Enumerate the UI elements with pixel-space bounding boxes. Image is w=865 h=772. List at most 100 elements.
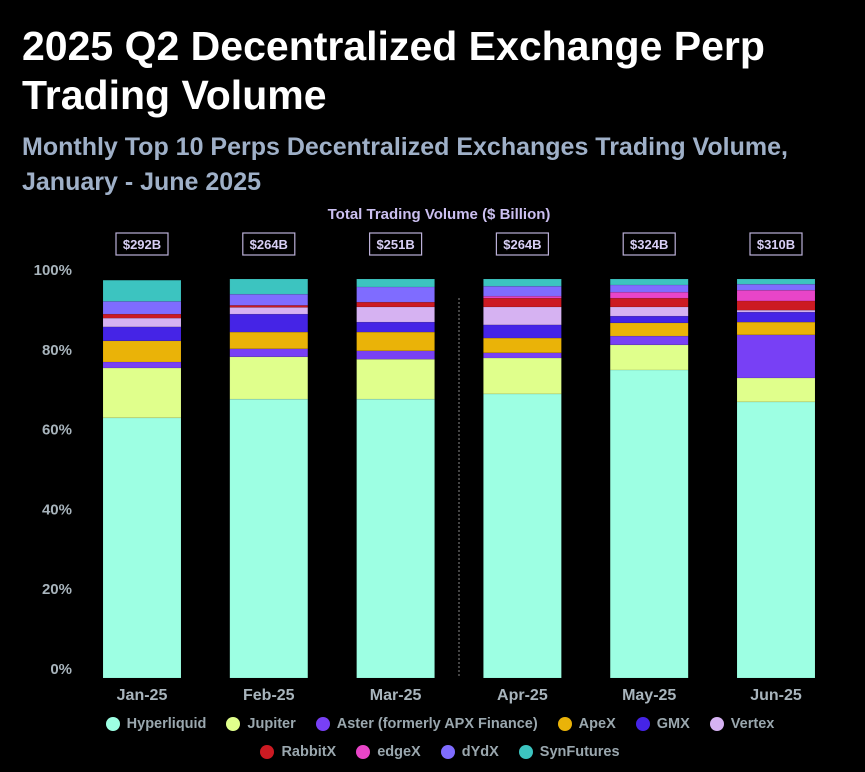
y-tick-label: 0% (50, 661, 72, 678)
bar-segment-jupiter (609, 344, 689, 371)
legend-label: Vertex (730, 716, 775, 732)
bar-segment-aster (356, 350, 435, 360)
legend-label: SynFutures (539, 744, 620, 760)
legend-dot-icon (440, 745, 455, 759)
bar-segment-aster (736, 334, 816, 379)
bar-segment-vertex (483, 306, 562, 326)
y-tick-label: 20% (42, 581, 72, 598)
legend-label: Jupiter (247, 716, 296, 732)
legend-label: GMX (656, 716, 690, 732)
bar-segment-synfutures (102, 279, 182, 302)
bar-segment-rabbitx (483, 297, 562, 308)
bar-segment-apex (609, 322, 689, 337)
legend-item: Hyperliquid (105, 716, 207, 732)
legend-dot-icon (226, 717, 241, 731)
x-tick-label: Jan-25 (117, 687, 168, 704)
x-tick-label: Feb-25 (243, 687, 295, 704)
bar-segment-gmx (356, 321, 435, 333)
legend-label: RabbitX (281, 744, 337, 760)
x-tick-label: May-25 (622, 687, 676, 704)
bar-segment-gmx (609, 315, 689, 324)
total-label: $264B (250, 237, 288, 252)
bar-segment-jupiter (229, 356, 309, 400)
bar-segment-hyperliquid (483, 393, 562, 679)
legend-item: RabbitX (260, 744, 336, 760)
legend: Hyperliquid Jupiter Aster (formerly APX Fi… (60, 716, 820, 760)
total-label-box (749, 232, 803, 256)
total-label: $264B (503, 237, 541, 252)
y-tick-label: 80% (42, 342, 72, 359)
y-tick-label: 40% (42, 501, 72, 518)
y-tick-label: 60% (42, 422, 72, 439)
bar-segment-jupiter (102, 367, 182, 419)
bar-segment-gmx (483, 324, 562, 339)
legend-item: Jupiter (226, 716, 296, 732)
bar-segment-gmx (229, 313, 309, 333)
total-label: $251B (376, 237, 414, 252)
bar-segment-aster (609, 335, 689, 346)
bar-segment-hyperliquid (356, 398, 435, 679)
bar-segment-vertex (102, 317, 182, 328)
legend-label: edgeX (377, 744, 421, 760)
bar-segment-synfutures (736, 278, 816, 285)
total-label: $310B (757, 237, 795, 252)
legend-dot-icon (635, 717, 650, 731)
x-tick-label: Apr-25 (497, 687, 548, 704)
total-label-box (369, 232, 423, 256)
legend-item: GMX (635, 716, 690, 732)
bar-segment-vertex (229, 307, 309, 315)
y-tick-label: 100% (34, 262, 72, 279)
bar-segment-rabbitx (609, 297, 689, 308)
legend-label: Hyperliquid (126, 716, 207, 732)
bar-segment-apex (229, 331, 309, 350)
bar-segment-aster (229, 348, 309, 358)
bar-segment-dydx (229, 293, 309, 306)
bar-segment-rabbitx (102, 313, 182, 319)
bar-segment-vertex (609, 306, 689, 317)
legend-label: ApeX (578, 716, 616, 732)
bar-segment-rabbitx (356, 301, 435, 308)
bar-segment-hyperliquid (609, 369, 689, 679)
total-label-box (242, 232, 296, 256)
total-label-box (622, 232, 676, 256)
legend-dot-icon (315, 717, 330, 731)
bar-segment-dydx (483, 285, 562, 297)
bar-segment-dydx (609, 284, 689, 293)
bar-segment-jupiter (736, 377, 816, 403)
bar-segment-gmx (736, 311, 816, 323)
bar-segment-synfutures (483, 278, 562, 287)
bar-segment-vertex (736, 309, 816, 313)
bar-segment-hyperliquid (229, 398, 309, 679)
bar-segment-dydx (102, 301, 182, 315)
legend-item: edgeX (356, 744, 421, 760)
bar-segment-dydx (736, 283, 816, 291)
bar-segment-vertex (356, 306, 435, 323)
legend-dot-icon (557, 717, 572, 731)
x-tick-label: Mar-25 (370, 687, 422, 704)
bar-segment-synfutures (229, 278, 309, 295)
bar-segment-apex (736, 321, 816, 336)
chart-title: 2025 Q2 Decentralized Exchange Perp Trad… (22, 23, 765, 118)
bar-segment-dydx (356, 286, 435, 303)
bar-segment-rabbitx (229, 305, 309, 308)
bar-segment-apex (102, 340, 182, 363)
bar-segment-edgex (609, 291, 689, 299)
legend-dot-icon (518, 745, 533, 759)
bar-segment-hyperliquid (736, 401, 816, 679)
legend-label: Aster (formerly APX Finance) (336, 716, 538, 732)
total-label: $292B (123, 237, 161, 252)
bar-segment-jupiter (356, 358, 435, 400)
bar-segment-synfutures (609, 278, 689, 286)
x-tick-label: Jun-25 (750, 687, 802, 704)
bar-segment-rabbitx (736, 300, 816, 311)
bar-segment-hyperliquid (102, 417, 182, 679)
bar-segment-synfutures (356, 278, 435, 288)
bar-segment-edgex (736, 289, 816, 302)
legend-item: dYdX (440, 744, 499, 760)
legend-label: dYdX (461, 744, 499, 760)
legend-dot-icon (356, 745, 371, 759)
bar-segment-aster (102, 361, 182, 369)
total-label-box (495, 232, 549, 256)
bar-segment-jupiter (483, 357, 562, 395)
